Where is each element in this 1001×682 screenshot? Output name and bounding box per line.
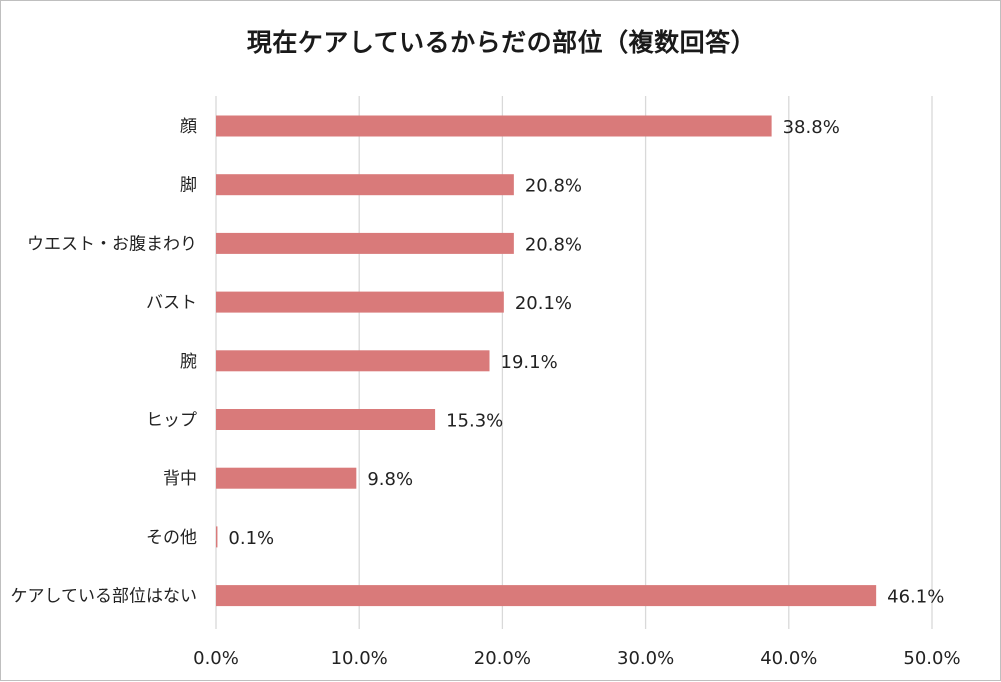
bar-9 [216, 585, 877, 607]
data-label: 9.8% [367, 469, 413, 490]
x-tick-label: 40.0% [760, 648, 817, 669]
category-label: 顔 [180, 117, 197, 137]
data-label: 15.3% [446, 411, 503, 432]
x-tick-label: 20.0% [474, 648, 531, 669]
x-tick-label: 10.0% [331, 648, 388, 669]
bar-1 [216, 115, 772, 137]
bar-7 [216, 467, 357, 489]
data-label: 20.8% [525, 234, 582, 255]
category-label: バスト [146, 293, 197, 313]
x-tick-label: 50.0% [903, 648, 960, 669]
data-label: 0.1% [228, 528, 274, 549]
bar-2 [216, 174, 514, 196]
category-label: ヒップ [146, 411, 197, 431]
x-tick-label: 0.0% [193, 648, 239, 669]
bar-8 [216, 526, 218, 548]
chart-title: 現在ケアしているからだの部位（複数回答） [246, 28, 757, 57]
category-label: 脚 [180, 176, 197, 196]
x-tick-label: 30.0% [617, 648, 674, 669]
bar-4 [216, 291, 504, 313]
category-label: ウエスト・お腹まわり [27, 234, 197, 254]
bar-6 [216, 409, 436, 430]
category-label: その他 [146, 528, 197, 548]
data-label: 19.1% [501, 352, 558, 373]
bar-3 [216, 232, 514, 254]
category-label: 腕 [180, 352, 197, 372]
data-label: 38.8% [783, 117, 840, 138]
category-label: 背中 [163, 469, 197, 489]
data-label: 20.1% [515, 293, 572, 314]
bar-5 [216, 350, 490, 372]
data-label: 20.8% [525, 176, 582, 197]
category-label: ケアしている部位はない [11, 587, 198, 607]
data-label: 46.1% [887, 587, 944, 608]
